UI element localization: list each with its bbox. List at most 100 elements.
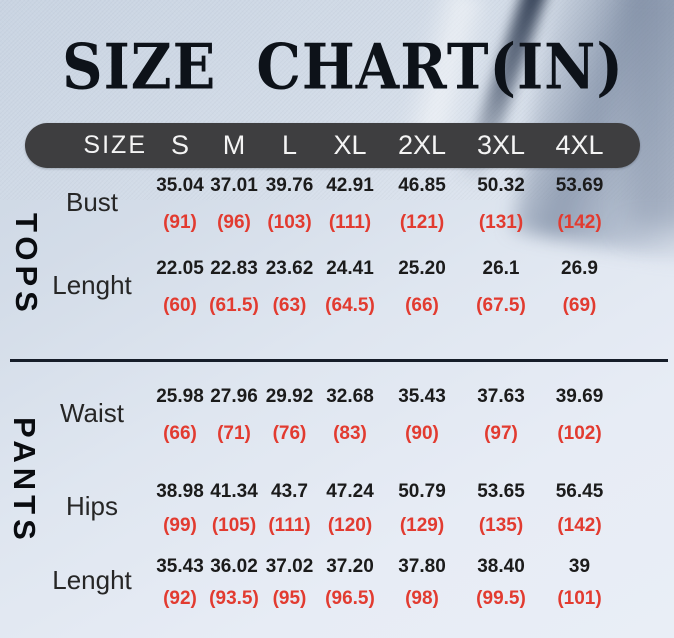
section-divider <box>10 359 668 362</box>
section-label-pants: PANTS <box>7 417 42 545</box>
header-col-s: S <box>170 130 189 160</box>
row-label-waist: Waist <box>59 397 125 428</box>
cm-value: (63) <box>272 295 307 316</box>
cm-value: (66) <box>163 423 197 444</box>
size-cell: 56.45 (142) <box>540 478 619 535</box>
inch-value: 37.20 <box>326 556 374 577</box>
header-col-xl: XL <box>333 130 367 160</box>
header-col-l: L <box>281 130 298 160</box>
inch-value: 56.45 <box>555 481 604 502</box>
size-cell: 37.63 (97) <box>462 383 540 443</box>
size-table: SIZE S M L XL 2XL 3XL 4XL Bust 35.04 (91)… <box>25 123 640 638</box>
inch-value: 42.91 <box>326 175 374 196</box>
cm-value: (111) <box>328 212 372 233</box>
inch-value: 35.43 <box>398 386 446 407</box>
cm-value: (97) <box>484 423 518 444</box>
cm-value: (61.5) <box>209 295 259 316</box>
inch-value: 39.69 <box>555 386 604 407</box>
size-cell: 37.02 (95) <box>261 553 318 608</box>
size-cell: 53.65 (135) <box>462 478 540 535</box>
inch-value: 22.05 <box>156 258 204 279</box>
size-cell: 37.80 (98) <box>382 553 462 608</box>
cm-value: (103) <box>267 212 312 233</box>
cm-value: (131) <box>478 212 524 233</box>
size-cell: 50.79 (129) <box>382 478 462 535</box>
size-cell: 41.34 (105) <box>207 478 261 535</box>
inch-value: 22.83 <box>210 258 258 279</box>
row-pants-waist: Waist 25.98 (66) 27.96 (71) 29.92 (76) 32.6… <box>25 383 619 443</box>
inch-value: 24.41 <box>326 258 374 279</box>
inch-value: 53.69 <box>555 175 604 196</box>
row-tops-bust: Bust 35.04 (91) 37.01 (96) 39.76 (103) 42.9… <box>25 172 619 232</box>
size-cell: 22.05 (60) <box>153 255 207 315</box>
size-cell: 38.98 (99) <box>153 478 207 535</box>
size-cell: 23.62 (63) <box>261 255 318 315</box>
inch-value: 47.24 <box>326 481 374 502</box>
size-cell: 39.76 (103) <box>261 172 318 232</box>
page-title: SIZE CHART(IN) <box>0 36 674 99</box>
cm-value: (129) <box>399 515 445 536</box>
size-cell: 35.04 (91) <box>153 172 207 232</box>
size-cell: 43.7 (111) <box>261 478 318 535</box>
row-pants-lenght: Lenght 35.43 (92) 36.02 (93.5) 37.02 (95) 3… <box>25 553 619 608</box>
cm-value: (120) <box>327 515 373 536</box>
cm-value: (92) <box>163 588 197 609</box>
inch-value: 46.85 <box>398 175 446 196</box>
cm-value: (135) <box>478 515 524 536</box>
inch-value: 37.02 <box>265 556 314 577</box>
size-cell: 37.20 (96.5) <box>318 553 382 608</box>
cm-value: (142) <box>557 212 602 233</box>
inch-value: 25.20 <box>398 258 446 279</box>
cm-value: (71) <box>217 423 251 444</box>
cm-value: (142) <box>557 515 602 536</box>
inch-value: 37.80 <box>398 556 446 577</box>
inch-value: 37.63 <box>477 386 525 407</box>
header-col-4xl: 4XL <box>555 130 604 160</box>
cm-value: (83) <box>333 423 367 444</box>
cm-value: (98) <box>405 588 439 609</box>
cm-value: (96.5) <box>325 588 375 609</box>
inch-value: 38.40 <box>477 556 525 577</box>
size-cell: 39.69 (102) <box>540 383 619 443</box>
row-label-bust: Bust <box>65 186 119 217</box>
cm-value: (91) <box>163 212 197 233</box>
cm-value: (95) <box>272 588 307 609</box>
cm-value: (101) <box>557 588 602 609</box>
inch-value: 26.9 <box>561 258 598 279</box>
size-cell: 39 (101) <box>540 553 619 608</box>
row-pants-hips: Hips 38.98 (99) 41.34 (105) 43.7 (111) 47.2… <box>25 478 619 535</box>
cm-value: (102) <box>557 423 602 444</box>
inch-value: 25.98 <box>156 386 204 407</box>
size-cell: 26.9 (69) <box>540 255 619 315</box>
size-cell: 22.83 (61.5) <box>207 255 261 315</box>
inch-value: 29.92 <box>265 386 314 407</box>
cm-value: (60) <box>163 295 197 316</box>
size-cell: 26.1 (67.5) <box>462 255 540 315</box>
size-cell: 29.92 (76) <box>261 383 318 443</box>
inch-value: 27.96 <box>210 386 258 407</box>
size-cell: 46.85 (121) <box>382 172 462 232</box>
inch-value: 39.76 <box>265 175 314 196</box>
title-word-size: SIZE <box>62 30 217 105</box>
inch-value: 35.04 <box>156 175 204 196</box>
size-cell: 42.91 (111) <box>318 172 382 232</box>
cm-value: (64.5) <box>325 295 375 316</box>
inch-value: 39 <box>568 556 591 577</box>
cm-value: (69) <box>562 295 597 316</box>
cm-value: (96) <box>217 212 251 233</box>
section-label-tops: TOPS <box>9 213 44 317</box>
cm-value: (76) <box>272 423 307 444</box>
cm-value: (66) <box>405 295 439 316</box>
header-col-3xl: 3XL <box>476 130 526 160</box>
size-cell: 27.96 (71) <box>207 383 261 443</box>
size-cell: 25.98 (66) <box>153 383 207 443</box>
header-col-m: M <box>222 130 246 160</box>
cm-value: (121) <box>399 212 445 233</box>
row-label-lenght: Lenght <box>52 269 132 300</box>
size-cell: 37.01 (96) <box>207 172 261 232</box>
inch-value: 26.1 <box>482 258 520 279</box>
size-cell: 36.02 (93.5) <box>207 553 261 608</box>
inch-value: 50.79 <box>398 481 446 502</box>
size-cell: 25.20 (66) <box>382 255 462 315</box>
